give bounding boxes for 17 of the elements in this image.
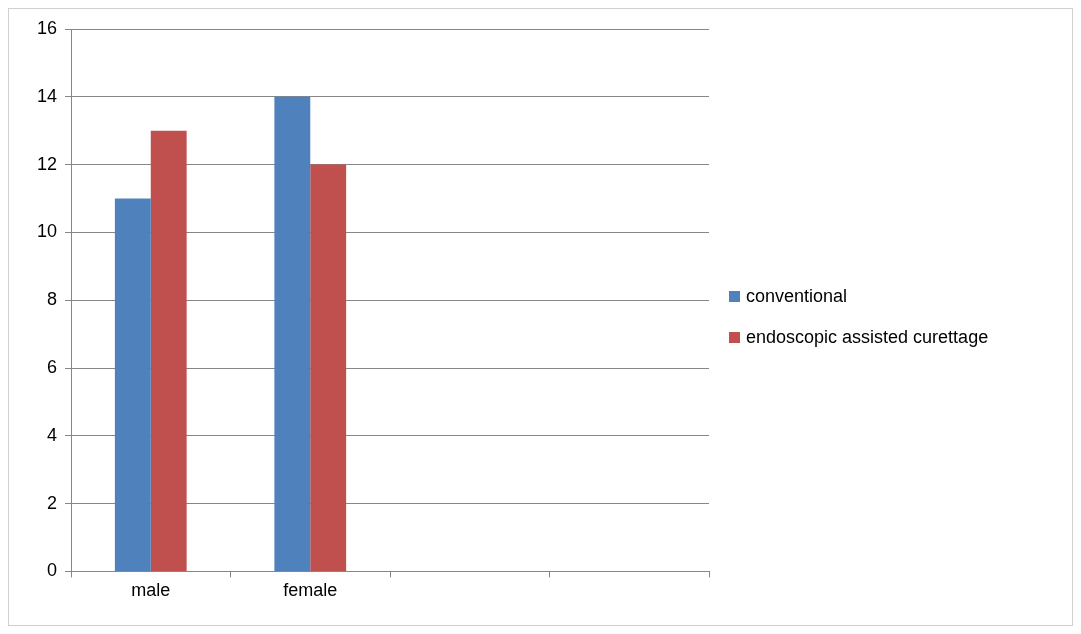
bar (274, 96, 311, 571)
y-tick-label: 4 (47, 424, 58, 445)
y-tick-label: 0 (47, 560, 58, 581)
y-tick-label: 8 (47, 289, 58, 310)
legend-label: conventional (746, 286, 848, 307)
x-tick-label: female (283, 580, 338, 601)
y-tick-label: 10 (36, 221, 58, 242)
y-tick-label: 2 (47, 492, 58, 513)
bar (114, 198, 151, 571)
y-tick-label: 14 (36, 85, 58, 106)
bar (150, 130, 187, 571)
bar (310, 164, 347, 571)
legend-label: endoscopic assisted curettage (746, 327, 989, 348)
y-tick-label: 12 (36, 153, 58, 174)
x-tick-label: male (131, 580, 171, 601)
y-tick-label: 6 (47, 356, 58, 377)
y-tick-label: 16 (36, 17, 58, 38)
